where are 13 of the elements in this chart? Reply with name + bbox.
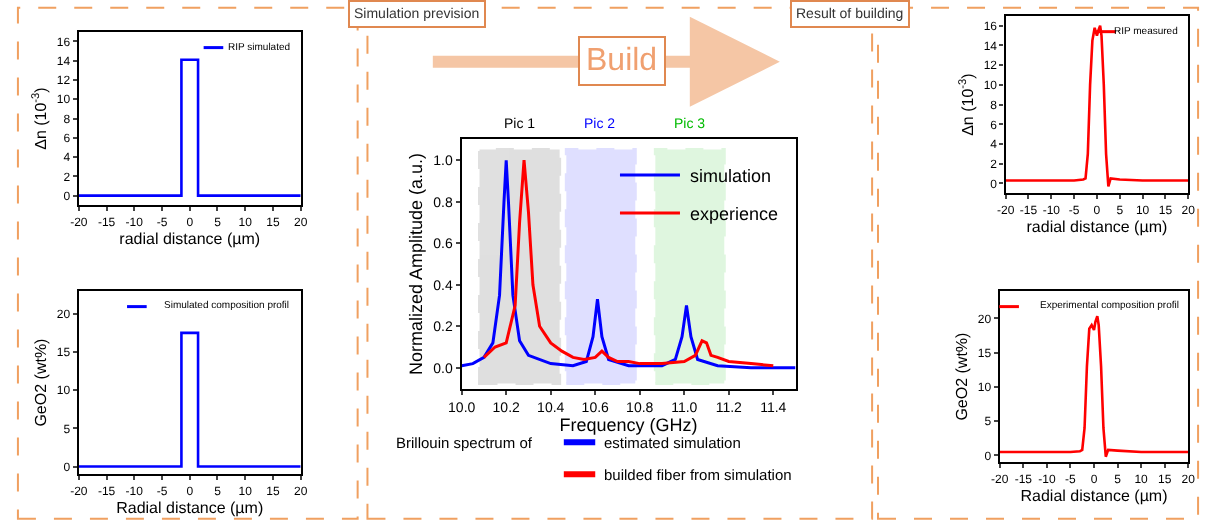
legend-label: experience xyxy=(689,203,779,224)
y-axis-title: GeO2 (wt%) xyxy=(953,331,972,421)
y-axis-title: GeO2 (wt%) xyxy=(32,337,51,427)
line-series xyxy=(1005,24,1189,188)
y-axis-title: Normalized Amplitude (a.u.) xyxy=(405,152,426,376)
x-axis-title: radial distance (µm) xyxy=(1026,218,1169,237)
line-series xyxy=(999,314,1189,459)
x-axis-title: Radial distance (µm) xyxy=(116,498,264,517)
text: Build xyxy=(586,44,658,78)
x-axis-title: Frequency (GHz) xyxy=(559,415,698,436)
x-axis-title: Radial distance (µm) xyxy=(1020,487,1169,506)
x-axis-title: radial distance (µm) xyxy=(119,230,261,249)
legend-label: simulation xyxy=(689,165,772,186)
